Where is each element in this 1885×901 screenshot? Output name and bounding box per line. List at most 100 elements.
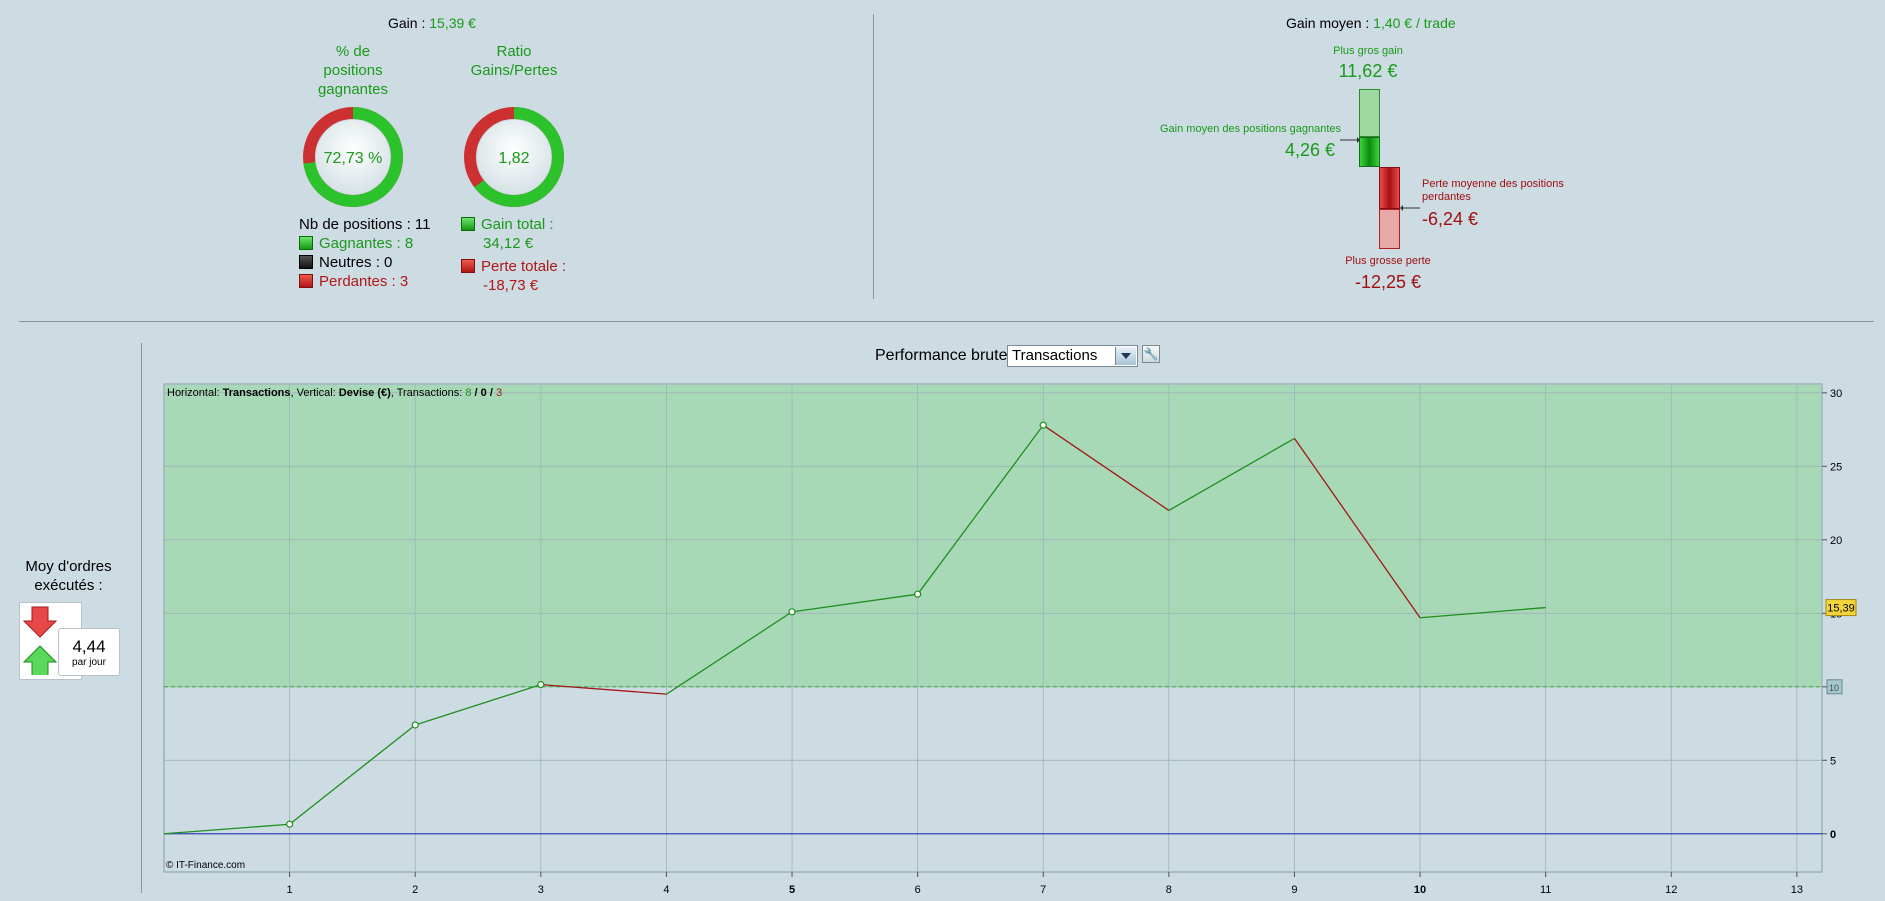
data-point: [286, 820, 294, 828]
data-point: [1039, 421, 1047, 429]
perte-moyenne-label: Perte moyenne des positions perdantes: [1422, 178, 1564, 203]
orders-unit: par jour: [72, 657, 106, 668]
ratio-title-line: Gains/Pertes: [470, 62, 558, 79]
legend-gain-total: Gain total :: [461, 215, 566, 234]
orders-value: 4,44: [72, 637, 106, 656]
ratio-value: 1,82: [498, 150, 529, 167]
down-arrow-icon: [22, 606, 58, 638]
arrow-right-icon: [1340, 137, 1360, 143]
threshold-badge: [1826, 679, 1843, 695]
gain-total-value: 34,12 €: [483, 235, 534, 252]
plus-grosse-perte-value: -12,25 €: [1354, 272, 1422, 292]
x-tick-label: 4: [663, 884, 669, 896]
gain-moyen-header: Gain moyen : 1,40 € / trade: [1286, 15, 1456, 31]
ratio-title: Ratio Gains/Pertes: [454, 42, 574, 80]
series-segment: [163, 823, 290, 835]
pct-title-line: gagnantes: [317, 81, 389, 98]
chart-info: Horizontal: Transactions, Vertical: Devi…: [167, 387, 502, 399]
series-segment: [1042, 424, 1170, 511]
x-tick-label: 9: [1291, 884, 1297, 896]
data-point: [788, 608, 796, 616]
pct-title-line: positions: [323, 62, 383, 79]
series-segment: [540, 683, 667, 695]
above-threshold-area: [165, 385, 1821, 687]
x-tick-label: 12: [1665, 884, 1677, 896]
series-segment: [791, 593, 918, 613]
pct-title: % de positions gagnantes: [293, 42, 413, 99]
totals-legend: Gain total : 34,12 € Perte totale : -18,…: [461, 215, 566, 295]
section-divider: [873, 14, 874, 299]
chart-info-part: /: [472, 387, 481, 399]
x-tick-label: 13: [1791, 884, 1803, 896]
gain-moyen-label: Gain moyen :: [1286, 15, 1370, 31]
green-square-icon: [299, 236, 313, 250]
series-segment: [1293, 438, 1421, 619]
chart-info-part: Horizontal:: [167, 387, 223, 399]
chart-info-part: Transactions: [223, 387, 291, 399]
last-value-label: 15,39: [1827, 603, 1855, 615]
chart-info-part: 3: [496, 387, 502, 399]
series-segment: [666, 611, 793, 695]
data-point: [411, 721, 419, 729]
transactions-select-value: Transactions: [1012, 347, 1098, 364]
series-segment: [1420, 606, 1546, 619]
transactions-select[interactable]: Transactions: [1007, 345, 1138, 367]
chart-info-part: /: [487, 387, 496, 399]
gain-value: 15,39 €: [429, 15, 476, 31]
nb-positions: Nb de positions : 11: [299, 216, 431, 233]
y-tick-label: 20: [1830, 535, 1842, 547]
y-tick-label: 25: [1830, 461, 1842, 473]
plus-gros-gain-label: Plus gros gain: [1333, 45, 1403, 57]
chevron-down-icon[interactable]: [1115, 347, 1136, 365]
perte-moyenne-bar-fill: [1379, 167, 1400, 209]
series-segment: [415, 683, 542, 726]
gain-header: Gain : 15,39 €: [388, 15, 476, 31]
pct-title-line: % de: [335, 43, 371, 60]
y-tick-label: 30: [1830, 388, 1842, 400]
x-tick-label: 11: [1540, 884, 1551, 896]
y-tick-label: 0: [1830, 829, 1836, 841]
x-tick-label: 7: [1040, 884, 1046, 896]
chart-copyright: © IT-Finance.com: [166, 860, 245, 871]
chart-info-part: , Transactions:: [391, 387, 466, 399]
legend-gagnantes: Gagnantes : 8: [299, 234, 430, 253]
gain-moyen-bar-fill: [1359, 137, 1380, 167]
red-square-icon: [461, 259, 475, 273]
threshold-label: 10: [1829, 683, 1839, 693]
pct-value: 72,73 %: [324, 150, 383, 167]
x-tick-label: 2: [412, 884, 418, 896]
x-tick-label: 1: [287, 884, 293, 896]
data-point: [914, 590, 922, 598]
x-tick-label: 5: [789, 884, 795, 896]
gain-moyen-bar: [1359, 89, 1380, 137]
wrench-icon[interactable]: 🔧: [1142, 345, 1160, 363]
perte-moyenne-value: -6,24 €: [1422, 209, 1479, 229]
positions-legend: Nb de positions : 11 Gagnantes : 8 Neutr…: [299, 215, 430, 291]
up-arrow-icon: [22, 645, 58, 675]
ratio-donut-gain-arc: [464, 107, 564, 207]
gain-moyen-value: 1,40 € / trade: [1373, 15, 1456, 31]
legend-neutres: Neutres : 0: [299, 253, 430, 272]
red-square-icon: [299, 274, 313, 288]
performance-chart: 12345678910111213051015202530Horizontal:…: [163, 383, 1857, 896]
chart-info-part: 8: [465, 387, 471, 399]
legend-perdantes: Perdantes : 3: [299, 272, 430, 291]
series-segment: [1168, 437, 1295, 511]
perte-totale-value: -18,73 €: [483, 277, 539, 294]
orders-value-box: 4,44 par jour: [58, 628, 120, 676]
series-segment: [917, 424, 1044, 595]
x-tick-label: 8: [1166, 884, 1172, 896]
orders-label: Moy d'ordres exécutés :: [25, 558, 112, 594]
y-tick-label: 5: [1830, 755, 1836, 767]
data-point: [537, 680, 545, 689]
x-tick-label: 6: [915, 884, 921, 896]
ratio-donut: 1,82: [464, 107, 564, 207]
gain-moyen-gagnantes-value: 4,26 €: [1285, 140, 1336, 160]
chart-info-part: Devise (€): [339, 387, 391, 399]
horizontal-divider: [19, 321, 1874, 322]
chart-info-part: , Vertical:: [291, 387, 339, 399]
gain-moyen-gagnantes-label: Gain moyen des positions gagnantes: [1160, 123, 1342, 135]
plus-gros-gain-value: 11,62 €: [1338, 61, 1398, 81]
pct-donut: 72,73 %: [303, 107, 403, 207]
perf-title: Performance brute: [875, 347, 1008, 364]
